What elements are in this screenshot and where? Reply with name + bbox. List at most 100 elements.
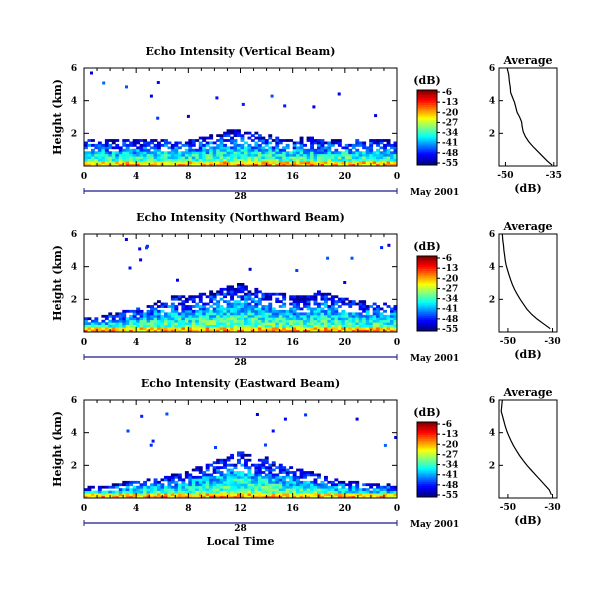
heatmap-cell [104, 485, 109, 489]
heatmap-cell [303, 300, 307, 303]
heatmap-cell [264, 478, 269, 482]
heatmap-cell [209, 309, 214, 313]
heatmap-cell [278, 163, 283, 167]
heatmap-cell [140, 414, 144, 418]
heatmap-cell [188, 161, 193, 164]
heatmap-cell [111, 161, 116, 164]
heatmap-cell [230, 129, 234, 133]
heatmap-cell [282, 297, 287, 301]
heatmap-cell [150, 493, 154, 496]
heatmap-cell [115, 146, 120, 150]
heatmap-cell [160, 322, 165, 325]
heatmap-cell [226, 322, 231, 325]
heatmap-cell [223, 287, 227, 291]
colorbar-swatch [417, 138, 437, 141]
heatmap-cell [393, 309, 398, 313]
heatmap-cell [303, 148, 307, 152]
colorbar-swatch [417, 286, 437, 289]
heatmap-cell [355, 139, 360, 142]
heatmap-cell [268, 136, 273, 140]
heatmap-cell [299, 314, 304, 318]
heatmap-cell [198, 143, 203, 147]
heatmap-cell [240, 153, 245, 157]
heatmap-cell [139, 151, 144, 155]
heatmap-cell [240, 161, 245, 164]
heatmap-cell [164, 158, 168, 162]
heatmap-cell [303, 163, 307, 167]
heatmap-cell [174, 490, 179, 494]
heatmap-cell [87, 322, 92, 325]
y-tick-label: 2 [71, 295, 77, 305]
heatmap-cell [216, 468, 221, 472]
colorbar-tick-label: -34 [442, 461, 458, 471]
colorbar-swatch [417, 282, 437, 285]
heatmap-cell [118, 153, 123, 157]
heatmap-cell [390, 488, 394, 491]
colorbar-swatch [417, 453, 437, 457]
heatmap-cell [358, 153, 363, 157]
heatmap-cell [369, 324, 374, 328]
heatmap-cell [268, 490, 273, 494]
heatmap-cell [271, 158, 276, 162]
heatmap-cell [379, 151, 384, 155]
heatmap-cell [303, 473, 307, 477]
heatmap-cell [209, 146, 214, 150]
heatmap-cell [292, 322, 297, 325]
heatmap-cell [348, 314, 353, 318]
heatmap-cell [104, 493, 109, 496]
heatmap-cell [191, 309, 196, 313]
heatmap-cell [240, 297, 245, 301]
heatmap-cell [264, 307, 269, 311]
heatmap-cell [254, 290, 259, 294]
heatmap-cell [324, 327, 328, 330]
heatmap-cell [313, 309, 318, 313]
heatmap-cell [257, 153, 262, 157]
heatmap-cell [337, 92, 341, 96]
colorbar-swatch [417, 489, 437, 492]
heatmap-cell [160, 305, 165, 308]
heatmap-cell [383, 495, 387, 499]
heatmap-cell [303, 480, 307, 484]
heatmap-cell [209, 329, 214, 333]
heatmap-cell [205, 483, 210, 487]
average-line [501, 233, 551, 330]
heatmap-cell [247, 146, 252, 150]
heatmap-cell [195, 161, 200, 164]
heatmap-cell [84, 495, 88, 499]
heatmap-cell [306, 480, 311, 484]
heatmap-cell [372, 329, 377, 333]
heatmap-cell [372, 495, 377, 499]
heatmap-cell [219, 151, 224, 155]
heatmap-cell [157, 146, 161, 150]
heatmap-cell [205, 488, 210, 491]
heatmap-cell [390, 156, 394, 160]
heatmap-cell [390, 319, 394, 323]
x-tick-label: 4 [133, 338, 139, 348]
heatmap-cell [327, 490, 332, 494]
heatmap-cell [115, 151, 120, 155]
heatmap-cell [348, 143, 353, 147]
heatmap-cell [306, 302, 311, 306]
heatmap-cell [372, 307, 377, 311]
heatmap-cell [87, 156, 92, 160]
colorbar-tick-label: -6 [442, 420, 452, 430]
heatmap-cell [108, 139, 113, 142]
heatmap-cell [101, 329, 106, 333]
heatmap-cell [122, 161, 127, 164]
heatmap-cell [230, 322, 234, 325]
heatmap-cell [351, 146, 356, 150]
heatmap-cell [271, 314, 276, 318]
heatmap-cell [226, 146, 231, 150]
heatmap-cell [324, 302, 328, 306]
heatmap-cell [393, 314, 398, 318]
heatmap-cell [237, 478, 241, 482]
heatmap-cell [247, 324, 252, 328]
heatmap-cell [289, 471, 294, 474]
heatmap-cell [296, 297, 300, 301]
colorbar-unit: (dB) [413, 406, 440, 419]
heatmap-cell [111, 493, 116, 496]
heatmap-cell [261, 307, 266, 311]
heatmap-cell [177, 297, 182, 301]
heatmap-cell [223, 327, 227, 330]
heatmap-cell [369, 314, 374, 318]
